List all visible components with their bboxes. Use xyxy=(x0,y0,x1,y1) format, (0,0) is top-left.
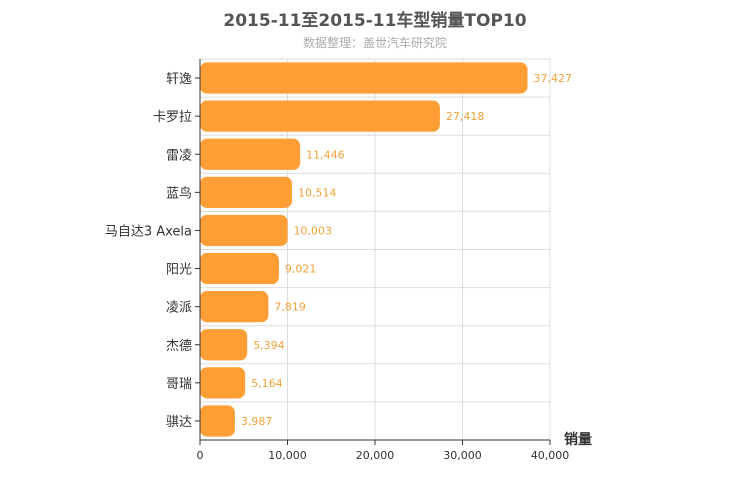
x-tick-label: 20,000 xyxy=(356,449,395,462)
category-label: 凌派 xyxy=(166,301,192,316)
bar xyxy=(200,405,235,437)
category-label: 蓝鸟 xyxy=(166,185,192,201)
data-label: 3,987 xyxy=(241,415,272,428)
data-label: 7,819 xyxy=(274,301,306,314)
category-label: 马自达3 Axela xyxy=(105,224,192,239)
bar xyxy=(200,176,292,208)
bar xyxy=(200,291,269,323)
bar xyxy=(200,100,440,132)
axis-layer: 0 10,000 20,000 30,000 40,000 xyxy=(195,59,569,462)
bar xyxy=(200,62,528,94)
data-label: 9,021 xyxy=(285,263,317,276)
data-label: 10,003 xyxy=(294,224,333,237)
data-label: 27,418 xyxy=(446,110,485,123)
bar xyxy=(200,252,279,285)
category-label: 骐达 xyxy=(166,415,192,430)
category-label: 轩逸 xyxy=(166,72,192,87)
data-label: 10,514 xyxy=(298,186,337,199)
label-layer: 37,427 轩逸 27,418 卡罗拉 11,446 雷凌 10,514 蓝鸟 10,003 马… xyxy=(105,72,572,430)
bar xyxy=(200,214,288,247)
bar-layer xyxy=(200,62,528,437)
chart-subtitle: 数据整理：盖世汽车研究院 xyxy=(302,36,447,50)
x-tick-label: 30,000 xyxy=(443,449,482,462)
category-label: 卡罗拉 xyxy=(153,110,192,125)
category-label: 杰德 xyxy=(166,339,192,354)
category-label: 哥瑞 xyxy=(166,377,192,392)
bar xyxy=(200,367,246,399)
category-label: 阳光 xyxy=(166,263,192,278)
bar xyxy=(200,329,248,361)
data-label: 37,427 xyxy=(533,72,572,85)
x-tick-label: 0 xyxy=(197,449,204,462)
category-label: 雷凌 xyxy=(166,148,192,163)
chart-title: 2015-11至2015-11车型销量TOP10 xyxy=(223,11,527,31)
data-label: 11,446 xyxy=(306,148,345,161)
data-label: 5,164 xyxy=(251,377,283,390)
x-axis-title: 销量 xyxy=(564,431,592,448)
data-label: 5,394 xyxy=(253,339,285,352)
x-tick-label: 40,000 xyxy=(531,449,570,462)
x-tick-label: 10,000 xyxy=(268,449,307,462)
bar xyxy=(200,138,301,170)
